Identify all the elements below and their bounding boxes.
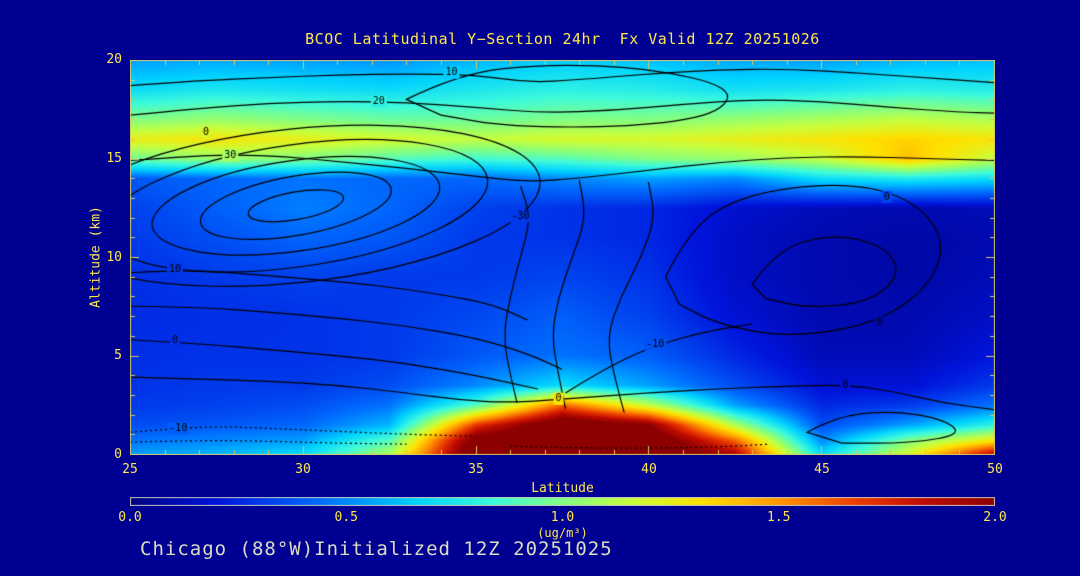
x-tick-label: 50 — [987, 462, 1003, 477]
plot-title: BCOC Latitudinal Y−Section 24hr Fx Valid… — [305, 30, 820, 48]
y-tick-label: 5 — [114, 348, 122, 364]
x-tick-label: 30 — [295, 462, 311, 477]
x-tick-label: 35 — [468, 462, 484, 477]
colorbar-tick-label: 1.5 — [767, 510, 791, 525]
y-tick-label: 20 — [106, 52, 122, 67]
x-axis-label: Latitude — [531, 481, 594, 496]
x-tick-label: 40 — [641, 462, 657, 477]
y-tick-label: 15 — [106, 150, 122, 166]
colorbar — [130, 497, 995, 506]
colorbar-units-label: (ug/m³) — [537, 526, 588, 540]
heatmap-plot — [130, 60, 995, 455]
y-tick-label: 10 — [106, 249, 122, 265]
x-tick-label: 25 — [122, 462, 138, 477]
footer-caption: Chicago (88°W)Initialized 12Z 20251025 — [140, 538, 613, 560]
colorbar-tick-label: 0.0 — [118, 510, 142, 525]
colorbar-tick-label: 1.0 — [550, 510, 575, 525]
x-tick-label: 45 — [814, 462, 830, 477]
y-tick-label: 0 — [114, 447, 122, 462]
colorbar-tick-label: 0.5 — [334, 510, 358, 525]
colorbar-tick-label: 2.0 — [983, 510, 1007, 525]
